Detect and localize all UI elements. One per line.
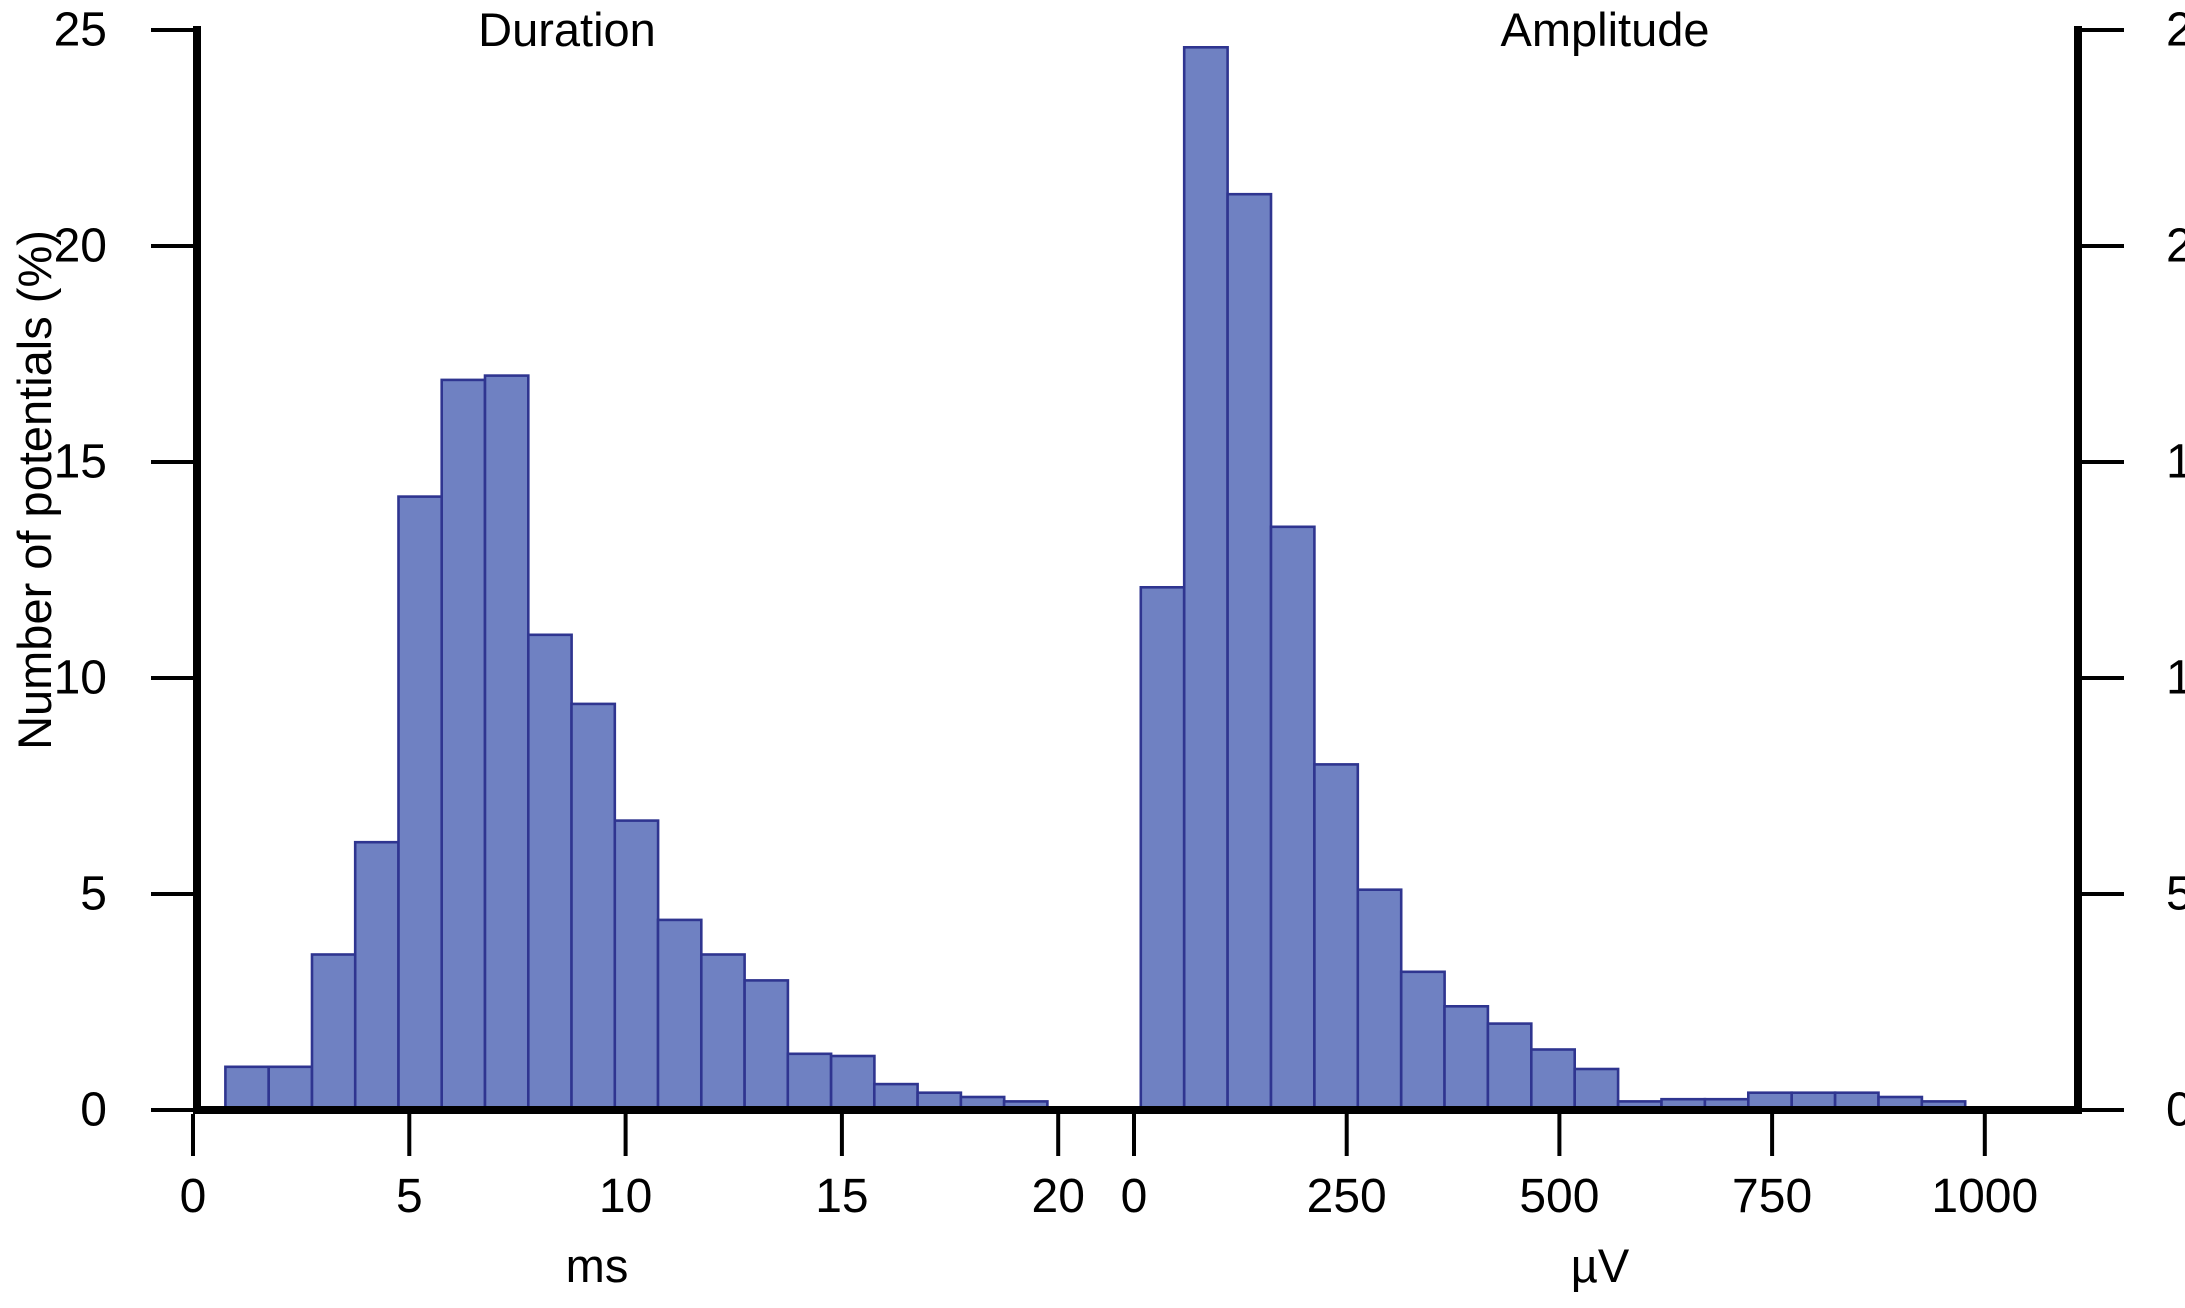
y-tick-label-right: 10 <box>2166 652 2185 705</box>
amplitude-x-tick-label: 1000 <box>1931 1170 2038 1223</box>
duration-bar <box>743 979 790 1112</box>
amplitude-bar <box>1530 1048 1577 1112</box>
duration-x-unit-label: ms <box>565 1239 629 1292</box>
amplitude-bar <box>1269 525 1316 1112</box>
y-tick-label-right: 15 <box>2166 436 2185 489</box>
duration-bar <box>397 495 444 1112</box>
duration-x-tick-label: 10 <box>599 1170 652 1223</box>
duration-bar <box>656 918 703 1112</box>
y-tick-label-left: 15 <box>54 436 107 489</box>
amplitude-bar <box>1573 1067 1620 1112</box>
duration-bar <box>613 819 660 1112</box>
amplitude-x-tick-label: 250 <box>1307 1170 1387 1223</box>
amplitude-bar <box>1486 1022 1533 1112</box>
amplitude-bar <box>1182 45 1229 1112</box>
y-axis-label: Number of potentials (%) <box>8 230 61 750</box>
duration-x-tick-label: 20 <box>1032 1170 1085 1223</box>
y-tick-label-right: 20 <box>2166 220 2185 273</box>
amplitude-bar <box>1399 970 1446 1112</box>
duration-bar <box>440 378 487 1112</box>
y-tick-label-left: 5 <box>80 868 107 921</box>
y-tick-label-right: 0 <box>2166 1084 2185 1137</box>
amplitude-plot-title: Amplitude <box>1500 3 1710 56</box>
amplitude-bar <box>1139 585 1186 1112</box>
amplitude-x-tick-label: 0 <box>1121 1170 1148 1223</box>
amplitude-bar <box>1313 763 1360 1112</box>
y-tick-label-left: 20 <box>54 220 107 273</box>
y-tick-label-left: 0 <box>80 1084 107 1137</box>
duration-bar <box>786 1052 833 1112</box>
duration-x-tick-label: 5 <box>396 1170 423 1223</box>
duration-bar <box>267 1065 314 1112</box>
duration-bar <box>224 1065 270 1112</box>
duration-bar <box>310 953 357 1112</box>
duration-bar <box>829 1054 876 1112</box>
amplitude-bar <box>1443 1004 1490 1112</box>
duration-plot-title: Duration <box>478 3 656 56</box>
amplitude-x-tick-label: 500 <box>1519 1170 1599 1223</box>
duration-bar <box>699 953 746 1112</box>
duration-bar <box>570 702 617 1112</box>
duration-bar <box>353 840 400 1112</box>
y-tick-label-left: 25 <box>54 4 107 57</box>
duration-bar <box>526 633 573 1112</box>
duration-bar <box>483 374 530 1112</box>
amplitude-bar <box>1356 888 1403 1112</box>
amplitude-x-tick-label: 750 <box>1732 1170 1812 1223</box>
duration-x-tick-label: 0 <box>180 1170 207 1223</box>
y-tick-label-left: 10 <box>54 652 107 705</box>
duration-x-tick-label: 15 <box>815 1170 868 1223</box>
y-tick-label-right: 25 <box>2166 4 2185 57</box>
amplitude-x-unit-label: µV <box>1570 1239 1630 1292</box>
y-tick-label-right: 5 <box>2166 868 2185 921</box>
amplitude-bar <box>1226 192 1273 1112</box>
